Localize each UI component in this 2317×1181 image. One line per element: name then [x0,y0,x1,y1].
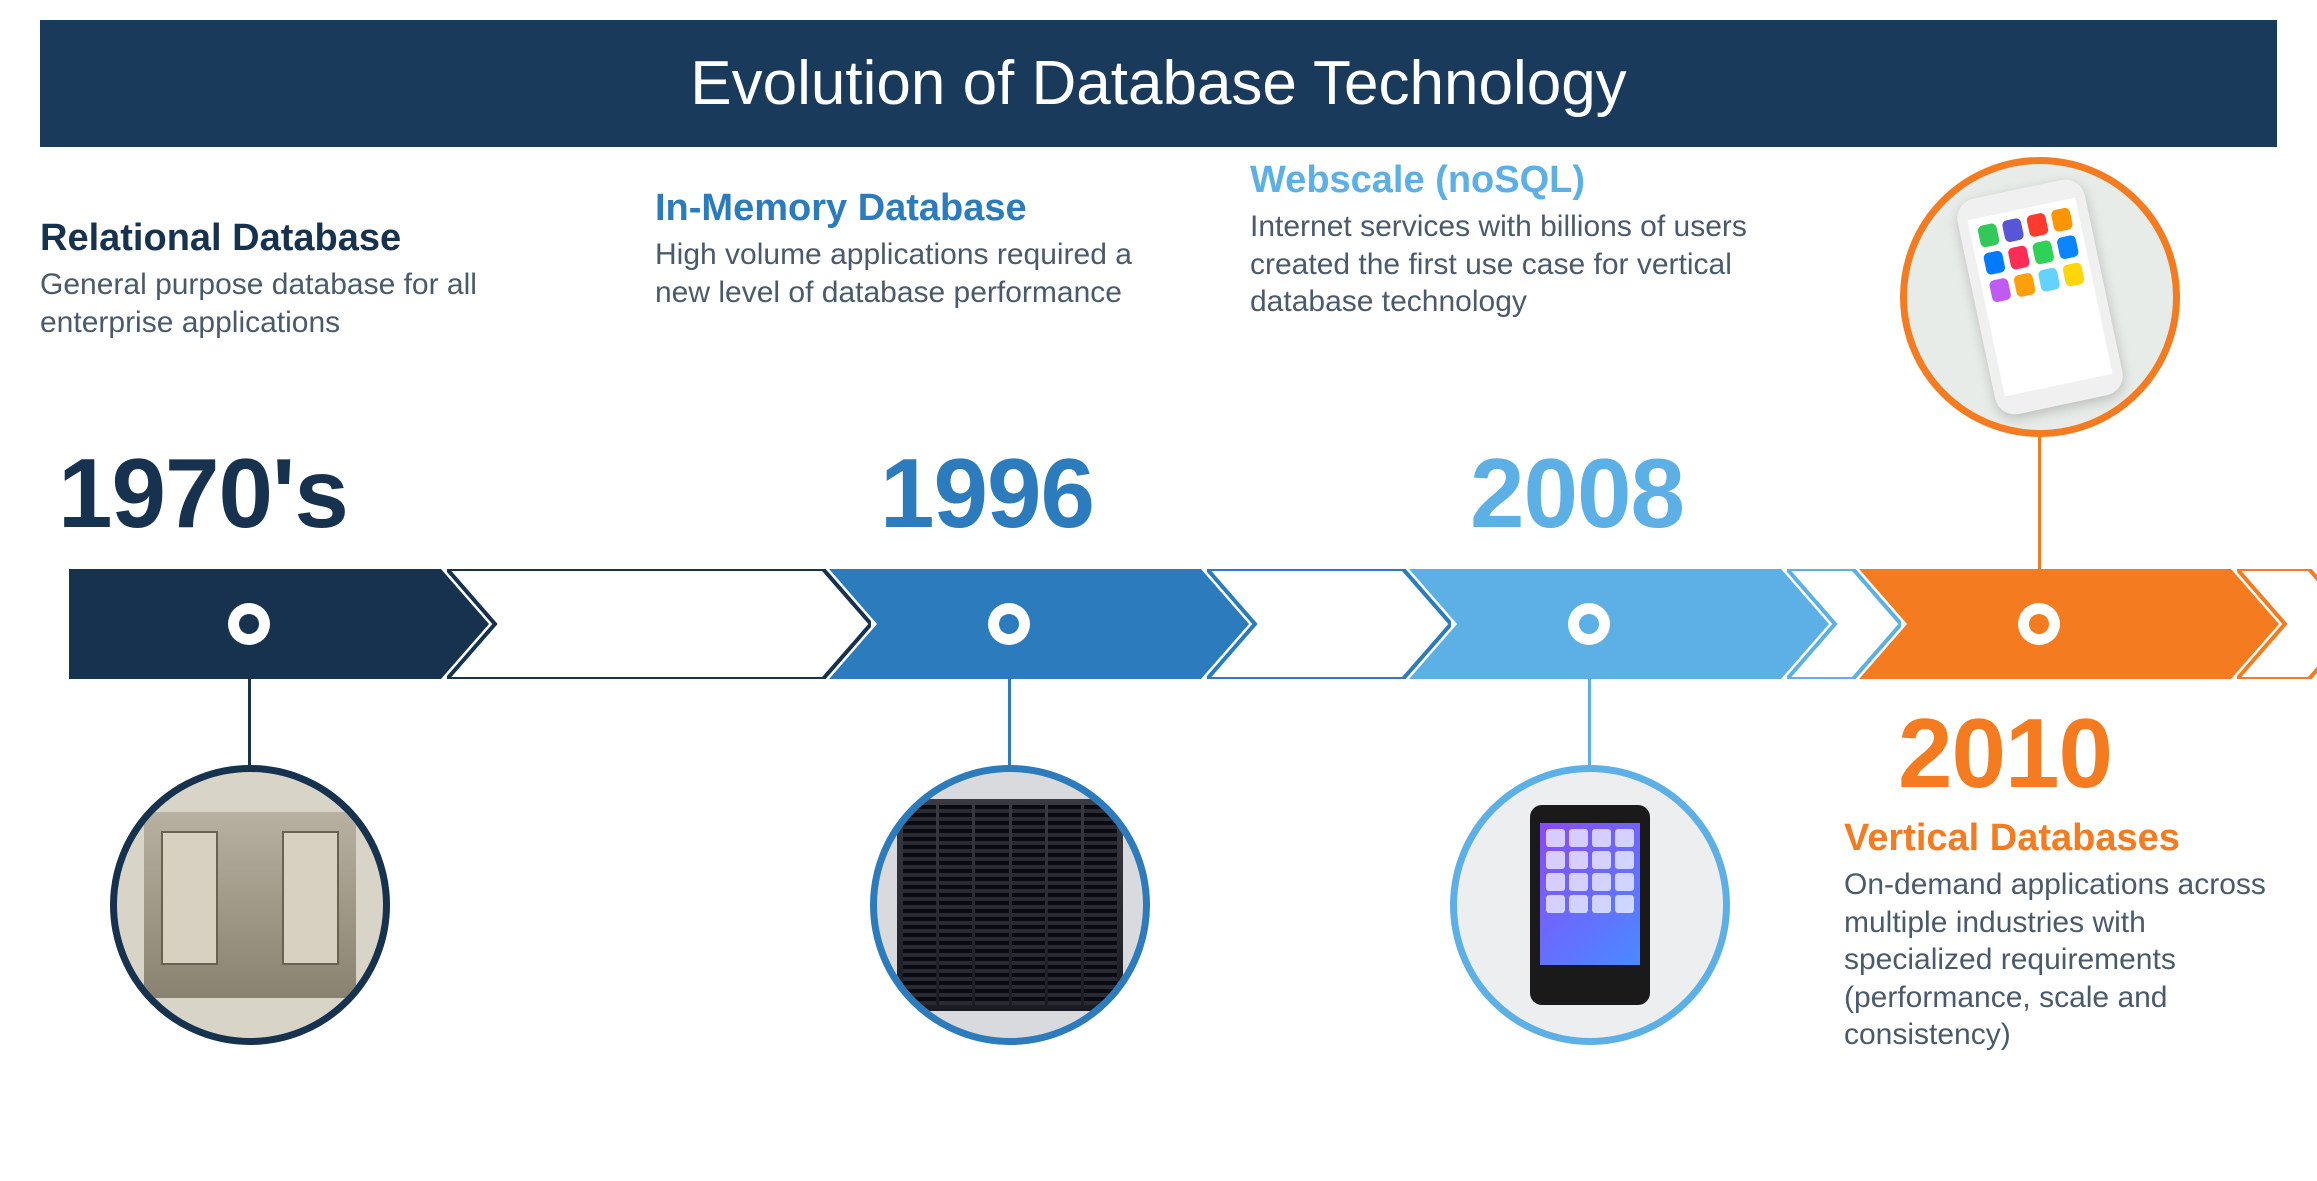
entry-description: High volume applications required a new … [655,236,1195,311]
year-label: 1996 [880,437,1094,550]
entry-heading: In-Memory Database [655,187,1195,230]
timeline-dot [1568,603,1610,645]
timeline-arrow-vertical [1859,569,2279,679]
timeline-dot [2018,603,2060,645]
iphone-icon [1954,176,2127,418]
connector-line [1588,679,1591,765]
timeline: Relational Database General purpose datab… [40,177,2277,1157]
entry-heading: Vertical Databases [1844,817,2284,860]
year-label: 2010 [1898,697,2112,810]
timeline-entry-webscale: Webscale (noSQL) Internet services with b… [1250,159,1790,321]
timeline-arrow-relational [69,569,489,679]
timeline-dot [988,603,1030,645]
timeline-arrow-outline [2237,569,2317,679]
entry-description: Internet services with billions of users… [1250,208,1790,321]
year-label: 2008 [1470,437,1684,550]
connector-line [248,679,251,765]
entry-heading: Webscale (noSQL) [1250,159,1790,202]
illustration-relational [110,765,390,1045]
timeline-arrow-inmemory [829,569,1249,679]
arrow-row [40,569,2277,679]
timeline-entry-vertical: Vertical Databases On-demand applications… [1844,817,2284,1054]
timeline-arrow-webscale [1409,569,1829,679]
servers-icon [897,799,1123,1012]
illustration-vertical [1900,157,2180,437]
timeline-entry-relational: Relational Database General purpose datab… [40,217,570,341]
timeline-dot [228,603,270,645]
entry-description: On-demand applications across multiple i… [1844,866,2284,1054]
smartphone-icon [1530,805,1650,1005]
entry-heading: Relational Database [40,217,570,260]
connector-line [1008,679,1011,765]
title-text: Evolution of Database Technology [690,49,1626,118]
timeline-entry-inmemory: In-Memory Database High volume applicatio… [655,187,1195,311]
page-title: Evolution of Database Technology [40,20,2277,147]
timeline-arrow-outline [447,569,871,679]
mainframe-icon [144,812,357,998]
illustration-inmemory [870,765,1150,1045]
year-label: 1970's [58,437,348,550]
connector-line [2038,437,2041,569]
entry-description: General purpose database for all enterpr… [40,266,570,341]
illustration-webscale [1450,765,1730,1045]
